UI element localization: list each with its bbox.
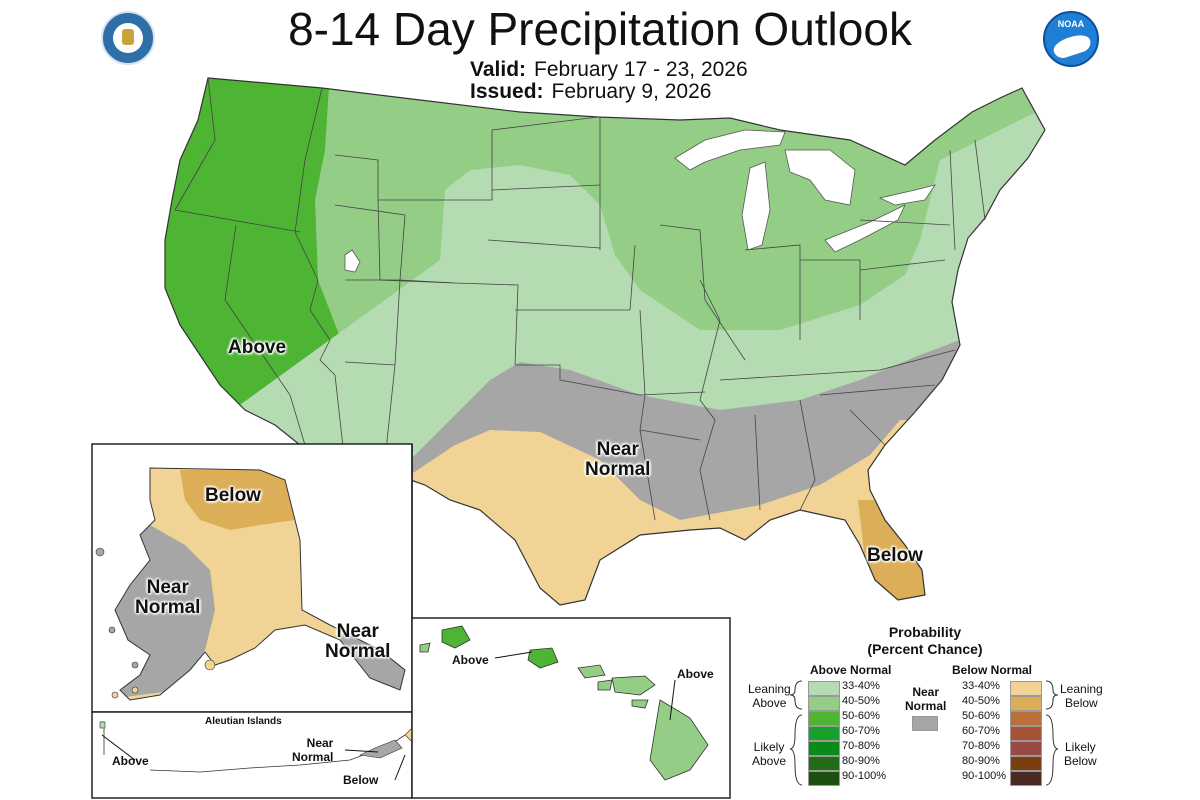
legend-above-range-4: 70-80% — [842, 740, 880, 752]
aleutian-below-label: Below — [343, 773, 379, 787]
conus-near-normal-label: Near Normal — [585, 439, 651, 480]
conus-above-label: Above — [228, 337, 287, 358]
hawaii-above-label-2: Above — [677, 667, 714, 681]
legend-above-range-0: 33-40% — [842, 680, 880, 692]
legend-below-range-2: 50-60% — [962, 710, 1000, 722]
noaa-logo-icon: NOAA — [1043, 11, 1099, 67]
aleutian-title: Aleutian Islands — [205, 716, 282, 727]
legend-above-range-3: 60-70% — [842, 725, 880, 737]
map-title: 8-14 Day Precipitation Outlook — [288, 3, 912, 55]
legend-title: Probability — [888, 624, 962, 640]
issued-label: Issued: — [470, 80, 544, 103]
legend-above-swatch-2 — [808, 711, 840, 726]
legend-leaning-below: Leaning Below — [1060, 682, 1103, 711]
legend-above-range-2: 50-60% — [842, 710, 880, 722]
legend-above-range-1: 40-50% — [842, 695, 880, 707]
legend-above-swatch-5 — [808, 756, 840, 771]
florida-below-label: Below — [867, 545, 923, 566]
legend-below-header: Below Normal — [952, 663, 1033, 677]
alaska-near-normal-label: Near Normal — [135, 577, 201, 618]
legend-below-swatch-1 — [1010, 696, 1042, 711]
legend-below-range-6: 90-100% — [962, 770, 1007, 782]
legend-near-swatch — [912, 716, 938, 731]
valid-line: Valid: February 17 - 23, 2026 — [470, 58, 748, 82]
legend-below-range-5: 80-90% — [962, 755, 1000, 767]
alaska-below-label: Below — [205, 485, 261, 506]
aleutian-near-normal-label: Near Normal — [292, 736, 334, 765]
legend-likely-below: Likely Below — [1064, 740, 1097, 769]
aleutian-above-label: Above — [112, 754, 149, 768]
hawaii-above-label-1: Above — [452, 653, 489, 667]
legend-above-swatch-3 — [808, 726, 840, 741]
aleutian-inset-frame — [91, 711, 413, 799]
legend-above-swatch-4 — [808, 741, 840, 756]
legend-subtitle: (Percent Chance) — [867, 641, 983, 657]
commerce-seal-icon — [101, 11, 155, 65]
legend-above-range-5: 80-90% — [842, 755, 880, 767]
issued-line: Issued: February 9, 2026 — [470, 80, 711, 104]
legend-above-range-6: 90-100% — [842, 770, 887, 782]
legend-below-range-0: 33-40% — [962, 680, 1000, 692]
legend-likely-above: Likely Above — [752, 740, 787, 769]
legend-below-swatch-0 — [1010, 681, 1042, 696]
valid-label: Valid: — [470, 58, 527, 81]
legend-above-swatch-6 — [808, 771, 840, 786]
legend-above-swatch-1 — [808, 696, 840, 711]
legend-below-swatch-2 — [1010, 711, 1042, 726]
legend-below-range-3: 60-70% — [962, 725, 1000, 737]
legend-below-swatch-4 — [1010, 741, 1042, 756]
valid-dates: February 17 - 23, 2026 — [534, 58, 748, 81]
legend-above-swatch-0 — [808, 681, 840, 696]
legend-near-label: Near Normal — [905, 685, 947, 714]
legend-below-range-4: 70-80% — [962, 740, 1000, 752]
legend-below-range-1: 40-50% — [962, 695, 1000, 707]
legend-below-swatch-5 — [1010, 756, 1042, 771]
legend-above-header: Above Normal — [810, 663, 892, 677]
issued-date: February 9, 2026 — [551, 80, 712, 103]
legend-leaning-above: Leaning Above — [748, 682, 791, 711]
se-alaska-near-normal-label: Near Normal — [325, 621, 391, 662]
legend-below-swatch-3 — [1010, 726, 1042, 741]
legend-below-swatch-6 — [1010, 771, 1042, 786]
